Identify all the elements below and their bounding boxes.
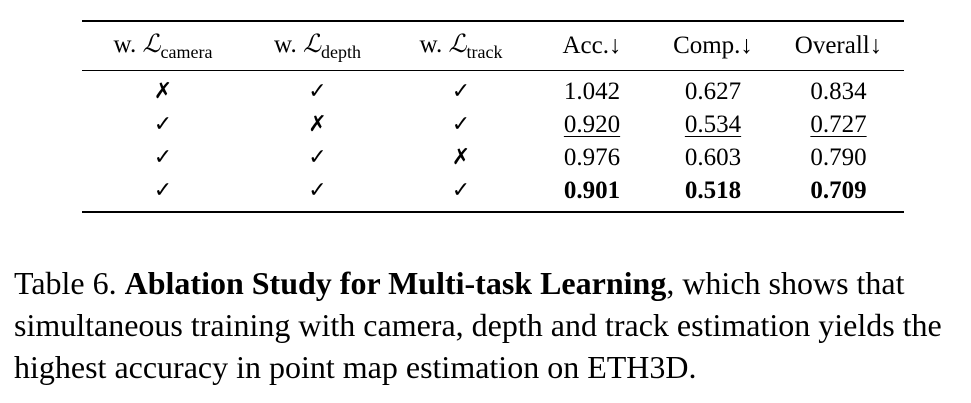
camera-cell: ✓ xyxy=(153,112,173,138)
table-row: ✓ ✓ ✓ 0.901 0.518 0.709 xyxy=(82,174,904,211)
loss-subscript: camera xyxy=(160,42,213,62)
best-overall-cell: 0.709 xyxy=(810,176,867,204)
comp-cell: 0.534 xyxy=(653,108,773,141)
overall-cell: 0.834 xyxy=(810,77,867,105)
header-completeness: Comp.↓ xyxy=(673,32,753,59)
caption-title: Ablation Study for Multi-task Learning xyxy=(124,265,667,301)
second-best-overall: 0.727 xyxy=(810,110,867,138)
ablation-table-container: w. ℒcamera w. ℒdepth w. ℒtrack Acc.↓ Com… xyxy=(82,20,904,214)
overall-cell: 0.727 xyxy=(773,108,904,141)
ablation-table: w. ℒcamera w. ℒdepth w. ℒtrack Acc.↓ Com… xyxy=(82,22,904,70)
best-comp-cell: 0.518 xyxy=(684,176,742,204)
header-depth-loss: w. ℒdepth xyxy=(244,22,391,70)
loss-symbol: ℒ xyxy=(142,29,161,58)
track-cell: ✓ xyxy=(451,79,471,105)
table-row: ✓ ✗ ✓ 0.920 0.534 0.727 xyxy=(82,108,904,141)
header-prefix: w. xyxy=(113,31,143,58)
table-header-rule xyxy=(82,70,904,72)
depth-cell: ✓ xyxy=(308,79,327,105)
acc-cell: 0.920 xyxy=(531,108,653,141)
table-bottom-rule xyxy=(82,211,904,214)
comp-cell: 0.627 xyxy=(684,77,742,105)
depth-cell: ✗ xyxy=(308,112,327,138)
best-acc-cell: 0.901 xyxy=(563,176,621,204)
table-caption: Table 6. Ablation Study for Multi-task L… xyxy=(14,262,964,388)
table-header-row: w. ℒcamera w. ℒdepth w. ℒtrack Acc.↓ Com… xyxy=(82,22,904,70)
caption-label: Table 6. xyxy=(14,265,125,301)
depth-cell: ✓ xyxy=(308,145,327,171)
track-cell: ✓ xyxy=(451,178,471,204)
loss-symbol: ℒ xyxy=(302,29,321,58)
header-overall: Overall↓ xyxy=(794,32,883,59)
camera-cell: ✗ xyxy=(153,79,173,105)
loss-subscript: track xyxy=(466,42,503,62)
track-cell: ✗ xyxy=(451,145,471,171)
table-top-rule xyxy=(82,20,904,22)
loss-subscript: depth xyxy=(320,42,361,62)
header-track-loss: w. ℒtrack xyxy=(391,22,531,70)
loss-symbol: ℒ xyxy=(448,29,467,58)
header-accuracy: Acc.↓ xyxy=(562,32,622,59)
camera-cell: ✓ xyxy=(153,145,173,171)
second-best-acc: 0.920 xyxy=(563,110,621,138)
table-row: ✓ ✓ ✗ 0.976 0.603 0.790 xyxy=(82,141,904,174)
acc-cell: 1.042 xyxy=(563,77,621,105)
camera-cell: ✓ xyxy=(153,178,173,204)
table-row: ✗ ✓ ✓ 1.042 0.627 0.834 xyxy=(82,71,904,108)
header-prefix: w. xyxy=(274,31,303,58)
comp-cell: 0.603 xyxy=(684,143,742,171)
caption-body: , which shows that simultaneous training… xyxy=(14,265,942,385)
second-best-comp: 0.534 xyxy=(684,110,742,138)
depth-cell: ✓ xyxy=(308,178,327,204)
track-cell: ✓ xyxy=(451,112,471,138)
header-prefix: w. xyxy=(419,31,449,58)
acc-cell: 0.976 xyxy=(563,143,621,171)
header-camera-loss: w. ℒcamera xyxy=(82,22,244,70)
ablation-table-body: ✗ ✓ ✓ 1.042 0.627 0.834 ✓ ✗ ✓ 0.920 0.53… xyxy=(82,71,904,211)
overall-cell: 0.790 xyxy=(810,143,867,171)
